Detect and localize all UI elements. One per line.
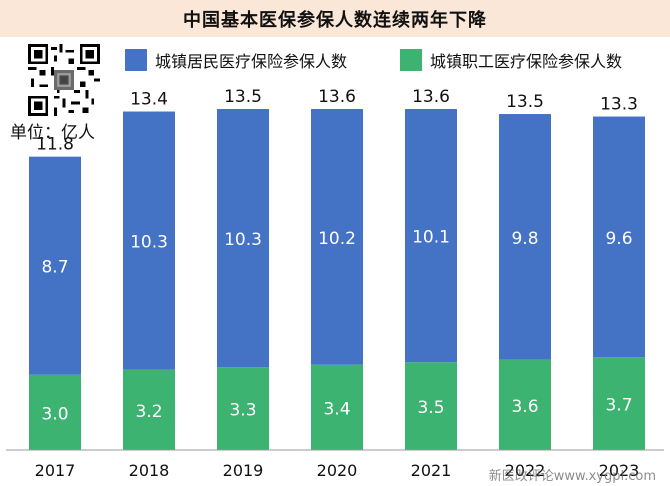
data-label-urban-rural-2021: 10.1: [412, 228, 450, 248]
total-label-2020: 13.6: [318, 87, 356, 107]
data-label-employee-2018: 3.2: [135, 402, 162, 422]
x-tick-label-2022: 2022: [505, 461, 546, 480]
title-bar: 中国基本医保参保人数连续两年下降: [0, 0, 670, 37]
data-label-employee-2017: 3.0: [41, 404, 68, 424]
x-tick-label-2017: 2017: [35, 461, 76, 480]
legend-label-urban-rural: 城镇居民医疗保险参保人数: [155, 52, 348, 71]
data-label-urban-rural-2018: 10.3: [130, 233, 168, 253]
x-tick-label-2023: 2023: [599, 461, 640, 480]
legend-swatch-employee: [400, 49, 422, 71]
chart-title: 中国基本医保参保人数连续两年下降: [183, 9, 487, 31]
total-label-2021: 13.6: [412, 87, 450, 107]
watermark: 新医改评论www.xygpl.com: [488, 469, 656, 484]
bar-urban-rural-2022: [499, 114, 551, 360]
total-label-2022: 13.5: [506, 92, 544, 112]
bar-urban-rural-2021: [405, 109, 457, 363]
x-tick-label-2021: 2021: [411, 461, 452, 480]
legend-label-employee: 城镇职工医疗保险参保人数: [430, 52, 623, 71]
legend-item-urban-rural: 城镇居民医疗保险参保人数: [125, 48, 347, 72]
bar-urban-rural-2020: [311, 109, 363, 365]
unit-label: 单位：亿人: [10, 123, 95, 143]
x-tick-label-2018: 2018: [129, 461, 170, 480]
total-label-2018: 13.4: [130, 90, 168, 110]
data-label-urban-rural-2019: 10.3: [224, 230, 262, 250]
data-label-urban-rural-2023: 9.6: [605, 229, 632, 249]
legend-swatch-urban-rural: [125, 49, 147, 71]
bar-urban-rural-2018: [123, 111, 175, 370]
x-tick-label-2019: 2019: [223, 461, 264, 480]
bar-employee-2023: [593, 357, 645, 450]
data-label-urban-rural-2022: 9.8: [511, 229, 538, 249]
data-label-employee-2020: 3.4: [323, 399, 350, 419]
total-label-2019: 13.5: [224, 87, 262, 107]
bar-employee-2017: [29, 374, 81, 450]
data-label-employee-2019: 3.3: [229, 401, 256, 421]
data-label-urban-rural-2020: 10.2: [318, 229, 356, 249]
bar-employee-2019: [217, 367, 269, 450]
bar-employee-2022: [499, 359, 551, 450]
data-label-employee-2021: 3.5: [417, 398, 444, 418]
qr-code-icon: [28, 44, 100, 116]
bar-employee-2018: [123, 369, 175, 450]
bar-urban-rural-2017: [29, 156, 81, 375]
bar-employee-2020: [311, 364, 363, 450]
bar-urban-rural-2019: [217, 109, 269, 368]
total-label-2023: 13.3: [600, 95, 638, 115]
data-label-urban-rural-2017: 8.7: [41, 258, 68, 278]
data-label-employee-2022: 3.6: [511, 397, 538, 417]
total-label-2017: 11.8: [36, 135, 74, 155]
legend-item-employee: 城镇职工医疗保险参保人数: [400, 48, 622, 72]
x-tick-label-2020: 2020: [317, 461, 358, 480]
bar-urban-rural-2023: [593, 116, 645, 358]
data-label-employee-2023: 3.7: [605, 396, 632, 416]
bar-employee-2021: [405, 362, 457, 450]
